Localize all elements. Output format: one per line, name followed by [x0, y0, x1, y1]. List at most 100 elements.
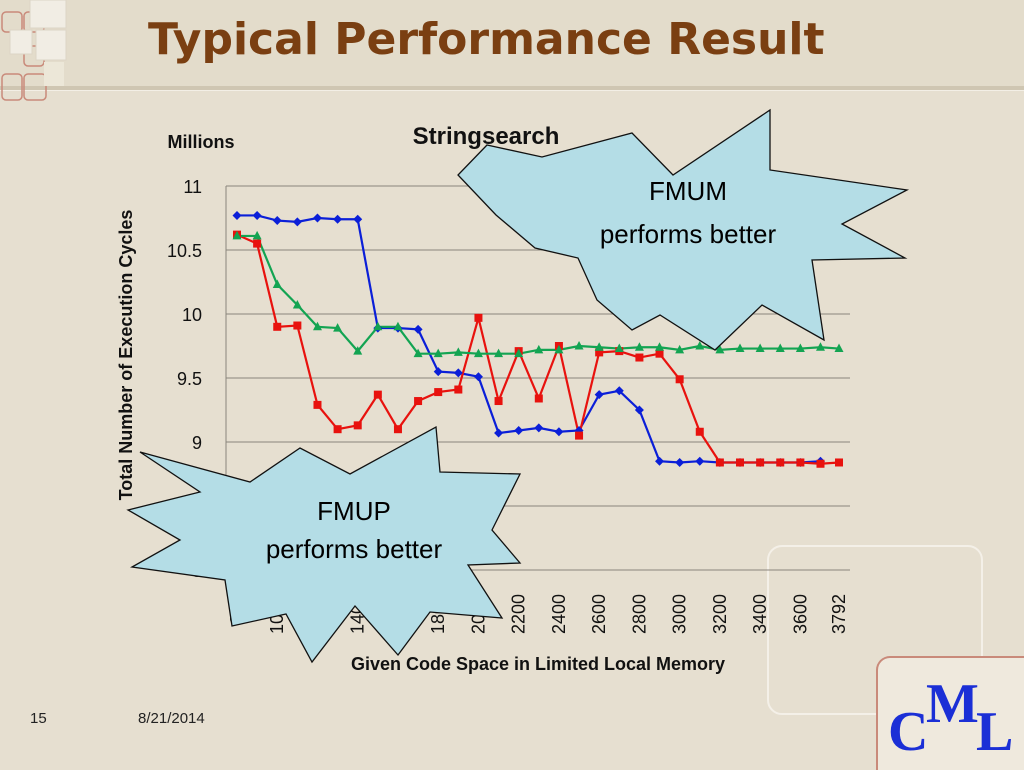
marker-red: [635, 353, 644, 362]
marker-green: [232, 230, 242, 240]
marker-green: [534, 344, 544, 354]
marker-green: [655, 342, 665, 351]
marker-red: [675, 375, 684, 384]
marker-blue: [272, 216, 282, 226]
page-number: 15: [30, 710, 47, 727]
marker-red: [756, 458, 765, 467]
title-divider: [0, 86, 1024, 90]
cml-logo: C M L: [876, 656, 1024, 770]
x-tick-label: 2800: [629, 594, 649, 634]
marker-red: [835, 458, 843, 467]
rounded-frame-decoration: [767, 545, 983, 715]
marker-blue: [534, 423, 544, 433]
marker-blue: [514, 425, 524, 435]
y-tick-label: 10: [182, 305, 202, 325]
x-tick-label: 2600: [589, 594, 609, 634]
title-divider-highlight: [0, 90, 1024, 91]
marker-blue: [433, 367, 443, 377]
marker-blue: [333, 214, 343, 224]
marker-red: [373, 390, 382, 399]
marker-green: [312, 321, 322, 331]
marker-blue: [232, 210, 242, 220]
marker-blue: [292, 217, 302, 227]
marker-red: [313, 400, 322, 409]
marker-green: [574, 341, 584, 350]
marker-blue: [353, 214, 363, 224]
x-tick-label: 3400: [750, 594, 770, 634]
marker-red: [816, 459, 825, 468]
fmup-callout: FMUP performs better: [126, 425, 522, 664]
marker-green: [433, 348, 443, 358]
marker-blue: [614, 386, 624, 396]
logo-letter-l: L: [976, 701, 1014, 763]
series-markers: [232, 210, 844, 468]
marker-blue: [413, 324, 423, 334]
fmum-starburst-shape: [457, 108, 910, 351]
fmum-description: performs better: [600, 219, 777, 249]
slide-date: 8/21/2014: [138, 710, 205, 727]
marker-red: [474, 313, 483, 322]
marker-green: [695, 341, 705, 350]
marker-blue: [473, 372, 483, 382]
marker-green: [473, 348, 483, 358]
marker-green: [775, 343, 785, 353]
marker-green: [413, 348, 423, 358]
marker-blue: [554, 427, 564, 437]
units-label: Millions: [168, 132, 235, 152]
marker-green: [494, 348, 504, 358]
corner-decoration-icon: [1, 0, 67, 101]
marker-red: [796, 458, 805, 467]
marker-red: [534, 394, 543, 403]
x-tick-label: 3600: [790, 594, 810, 634]
marker-green: [393, 321, 403, 331]
marker-red: [736, 458, 745, 467]
marker-red: [494, 397, 503, 406]
marker-green: [614, 343, 624, 353]
fmum-label: FMUM: [649, 176, 727, 206]
title-bar: [0, 0, 1024, 86]
fmup-label: FMUP: [317, 496, 391, 526]
x-tick-label: 3792: [829, 594, 849, 634]
x-tick-label: 3200: [710, 594, 730, 634]
x-tick-label: 3000: [670, 594, 690, 634]
marker-red: [595, 348, 604, 357]
marker-red: [293, 321, 302, 330]
marker-red: [776, 458, 785, 467]
marker-red: [253, 239, 262, 248]
marker-red: [575, 431, 584, 440]
x-axis-label: Given Code Space in Limited Local Memory: [351, 654, 725, 674]
marker-green: [815, 342, 825, 351]
marker-red: [414, 397, 423, 406]
marker-blue: [312, 213, 322, 223]
marker-green: [675, 344, 685, 354]
marker-green: [634, 342, 644, 351]
marker-green: [373, 321, 383, 331]
marker-red: [434, 388, 443, 397]
marker-red: [393, 425, 402, 434]
y-tick-label: 9.5: [177, 369, 202, 389]
marker-red: [695, 427, 704, 436]
marker-blue: [675, 457, 685, 467]
x-tick-label: 2400: [549, 594, 569, 634]
x-tick-label: 2200: [509, 594, 529, 634]
fmup-starburst-shape: [126, 425, 522, 664]
logo-letter-m: M: [926, 673, 979, 735]
marker-green: [554, 344, 564, 354]
marker-blue: [695, 456, 705, 466]
y-tick-label: 10.5: [167, 241, 202, 261]
slide-title: Typical Performance Result: [148, 14, 825, 65]
marker-green: [795, 343, 805, 353]
marker-red: [353, 421, 362, 430]
fmum-callout: FMUM performs better: [457, 108, 910, 351]
marker-blue: [655, 456, 665, 466]
marker-red: [333, 425, 342, 434]
marker-green: [594, 342, 604, 351]
marker-green: [514, 348, 524, 358]
marker-green: [715, 344, 725, 354]
marker-green: [333, 323, 343, 332]
marker-green: [272, 279, 282, 289]
marker-green: [252, 230, 262, 240]
marker-green: [755, 343, 765, 353]
marker-red: [715, 458, 724, 467]
